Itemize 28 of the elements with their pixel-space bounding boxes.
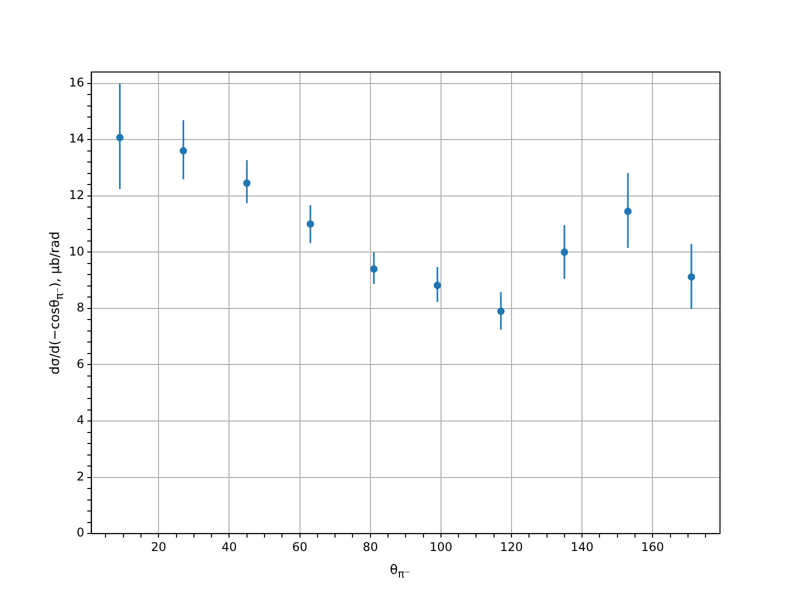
- x-tick-label: 80: [362, 540, 378, 554]
- point: [180, 147, 188, 155]
- x-tick-label: 40: [222, 540, 237, 554]
- y-tick-label: 4: [76, 413, 84, 428]
- point: [624, 208, 632, 216]
- y-tick-label: 12: [68, 188, 84, 202]
- point: [434, 282, 442, 290]
- y-tick-label: 14: [68, 132, 84, 146]
- y-tick-label: 10: [68, 244, 84, 258]
- y-tick-label: 8: [76, 300, 84, 315]
- x-tick-label: 140: [570, 540, 594, 554]
- y-tick-label: 2: [76, 469, 84, 484]
- x-tick-label: 60: [292, 540, 308, 554]
- x-axis-title: θ$_{π⁻}$: [388, 563, 412, 581]
- point: [116, 134, 124, 142]
- x-tick-label: 100: [429, 540, 452, 554]
- point: [688, 273, 696, 281]
- point: [306, 220, 314, 228]
- x-tick-label: 120: [500, 540, 523, 554]
- y-tick-label: 16: [68, 75, 84, 90]
- x-tick-label: 160: [641, 540, 664, 554]
- point: [497, 308, 505, 315]
- point: [560, 248, 568, 256]
- point: [370, 265, 378, 273]
- point: [243, 179, 251, 187]
- x-tick-label: 20: [151, 540, 166, 554]
- y-tick-label: 0: [76, 526, 84, 540]
- y-tick-label: 6: [76, 356, 84, 371]
